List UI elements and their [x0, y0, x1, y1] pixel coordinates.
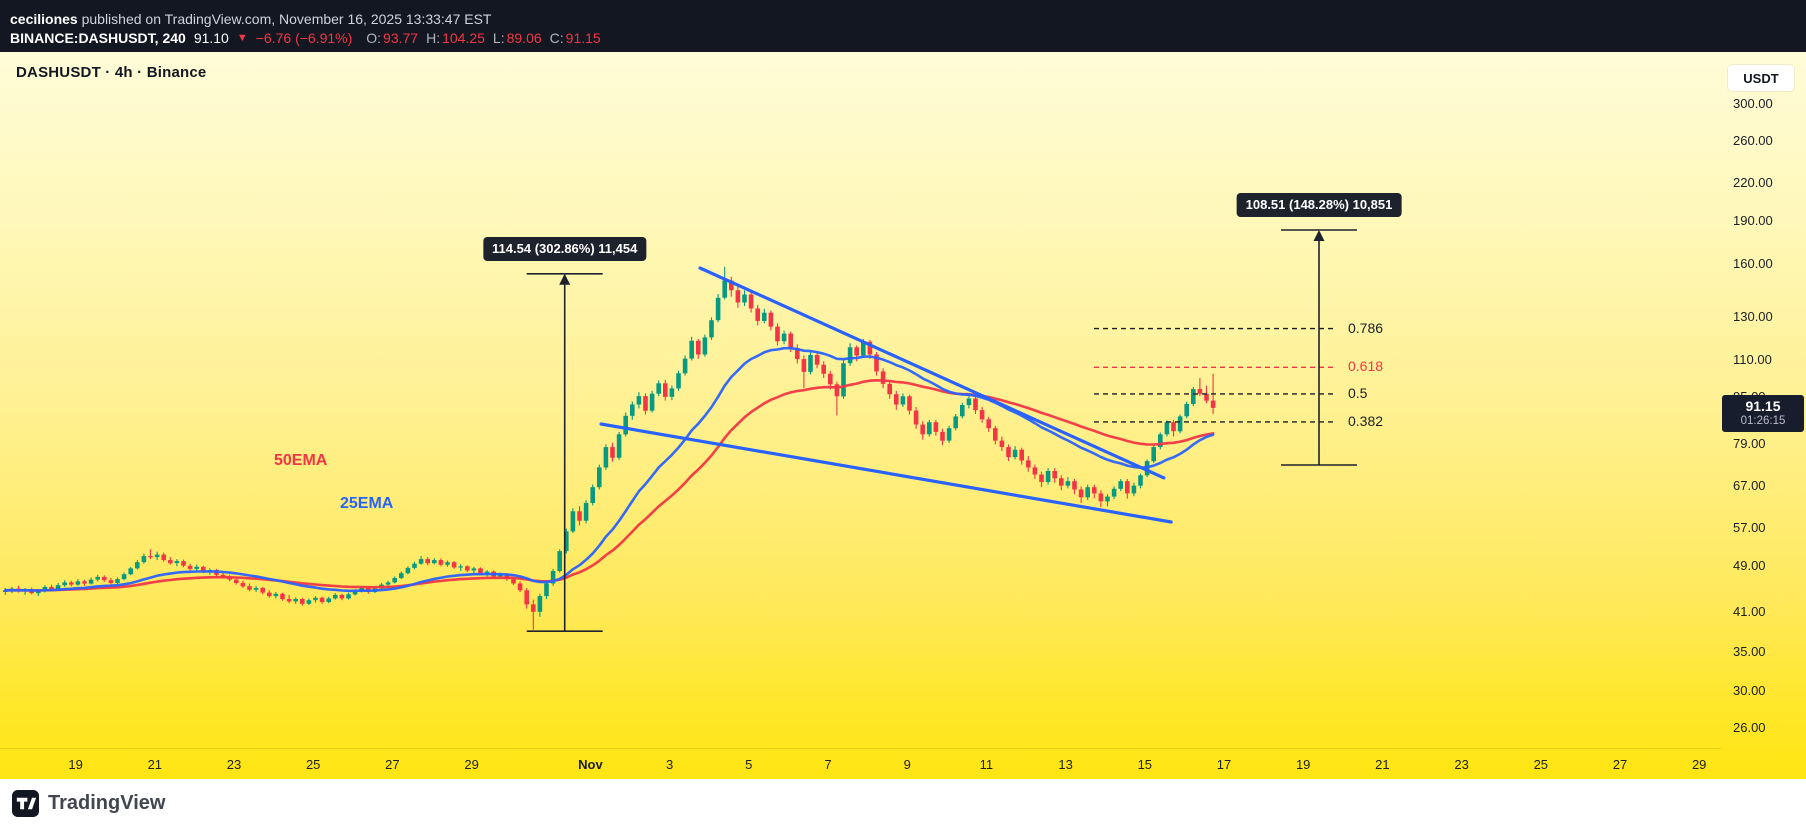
price-axis-label: 30.00: [1733, 683, 1766, 699]
ohlc-low: L: 89.06: [493, 30, 542, 46]
open-value: 93.77: [383, 30, 419, 46]
open-label: O:: [366, 30, 382, 46]
time-axis-label: 23: [226, 757, 242, 772]
high-value: 104.25: [442, 30, 485, 46]
price-axis-label: 49.00: [1733, 558, 1766, 574]
author-link[interactable]: ceciliones: [10, 11, 78, 27]
price-axis-label: 79.00: [1733, 436, 1766, 452]
time-axis-label: 25: [305, 757, 321, 772]
ohlc-open: O: 93.77: [366, 30, 418, 46]
ohlc-close: C: 91.15: [550, 30, 601, 46]
price-tick-list: 300.00 260.00 220.00 190.00 160.00 130.00 110.…: [1721, 52, 1806, 748]
last-price-badge: 91.15 01:26:15: [1722, 395, 1804, 432]
measurement-badge-1[interactable]: 114.54 (302.86%) 11,454: [483, 236, 647, 261]
price-axis-label: 41.00: [1733, 603, 1766, 619]
time-axis-label: Nov: [578, 757, 603, 772]
price-axis-label: 35.00: [1733, 644, 1766, 660]
high-label: H:: [426, 30, 441, 46]
price-axis[interactable]: USDT 300.00 260.00 220.00 190.00 160.00 130.0…: [1721, 52, 1806, 748]
price-axis-label: 220.00: [1733, 175, 1773, 191]
low-label: L:: [492, 30, 505, 46]
publish-header: ceciliones published on TradingView.com,…: [0, 0, 1806, 52]
price-axis-label: 300.00: [1733, 96, 1773, 112]
time-axis-label: 7: [824, 757, 832, 772]
price-axis-label: 67.00: [1733, 478, 1766, 494]
time-axis-label: 29: [464, 757, 479, 772]
price-axis-label: 26.00: [1733, 719, 1766, 735]
time-axis-label: 21: [147, 757, 163, 772]
bar-countdown: 01:26:15: [1740, 415, 1786, 427]
time-axis-label: 13: [1058, 757, 1073, 772]
time-axis-label: 27: [1612, 757, 1628, 772]
time-axis-label: 25: [1533, 757, 1549, 772]
price-axis-label: 57.00: [1733, 519, 1766, 535]
time-axis-label: 23: [1454, 757, 1469, 772]
candlestick-plot[interactable]: [0, 52, 1721, 748]
time-axis-label: 27: [385, 757, 400, 772]
ohlc-high: H: 104.25: [426, 30, 485, 46]
time-axis-label: 9: [903, 757, 911, 772]
price-axis-label: 160.00: [1733, 256, 1773, 272]
symbol-name[interactable]: BINANCE:DASHUSDT, 240: [10, 30, 186, 46]
close-value: 91.15: [565, 30, 601, 46]
time-axis-label: 19: [1295, 757, 1311, 772]
ema50-label: 50EMA: [274, 452, 328, 469]
time-axis-label: 15: [1137, 757, 1153, 772]
close-label: C:: [549, 30, 564, 46]
price-change: −6.76 (−6.91%): [255, 30, 353, 46]
published-text: published on TradingView.com, November 1…: [77, 11, 492, 27]
price-axis-label: 130.00: [1733, 309, 1773, 325]
price-axis-label: 190.00: [1733, 212, 1773, 228]
last-price-value: 91.15: [1745, 398, 1781, 414]
chart-area[interactable]: DASHUSDT · 4h · Binance 50EMA 25EMA 114.…: [0, 52, 1806, 779]
time-axis-label: 3: [665, 757, 674, 772]
published-line: ceciliones published on TradingView.com,…: [10, 11, 1806, 27]
time-axis-label: 21: [1375, 757, 1390, 772]
time-axis-label: 19: [68, 757, 83, 772]
measurement-badge-2[interactable]: 108.51 (148.28%) 10,851: [1236, 193, 1402, 217]
chart-title: DASHUSDT · 4h · Binance: [16, 64, 207, 81]
down-arrow-icon: ▼: [236, 32, 248, 44]
price-axis-label: 110.00: [1733, 352, 1772, 367]
footer: TradingView: [0, 779, 1806, 828]
time-axis-label: 11: [979, 757, 994, 772]
tradingview-brand[interactable]: TradingView: [48, 792, 166, 814]
time-axis-label: 5: [745, 757, 753, 772]
last-price: 91.10: [193, 30, 229, 46]
ema25-label: 25EMA: [340, 495, 394, 512]
time-axis-label: 29: [1691, 757, 1707, 772]
time-axis[interactable]: 19 21 23 25 27 29 Nov 3 5 7 9 11 13 15 17 19 21 23 25 27 29: [0, 748, 1721, 779]
price-axis-label: 260.00: [1733, 132, 1773, 148]
symbol-status-line: BINANCE:DASHUSDT, 240 91.10 ▼ −6.76 (−6.…: [10, 30, 1806, 46]
tradingview-logo-icon[interactable]: [12, 790, 39, 817]
low-value: 89.06: [506, 30, 542, 46]
currency-button[interactable]: USDT: [1728, 65, 1794, 91]
time-axis-label: 17: [1216, 757, 1232, 772]
